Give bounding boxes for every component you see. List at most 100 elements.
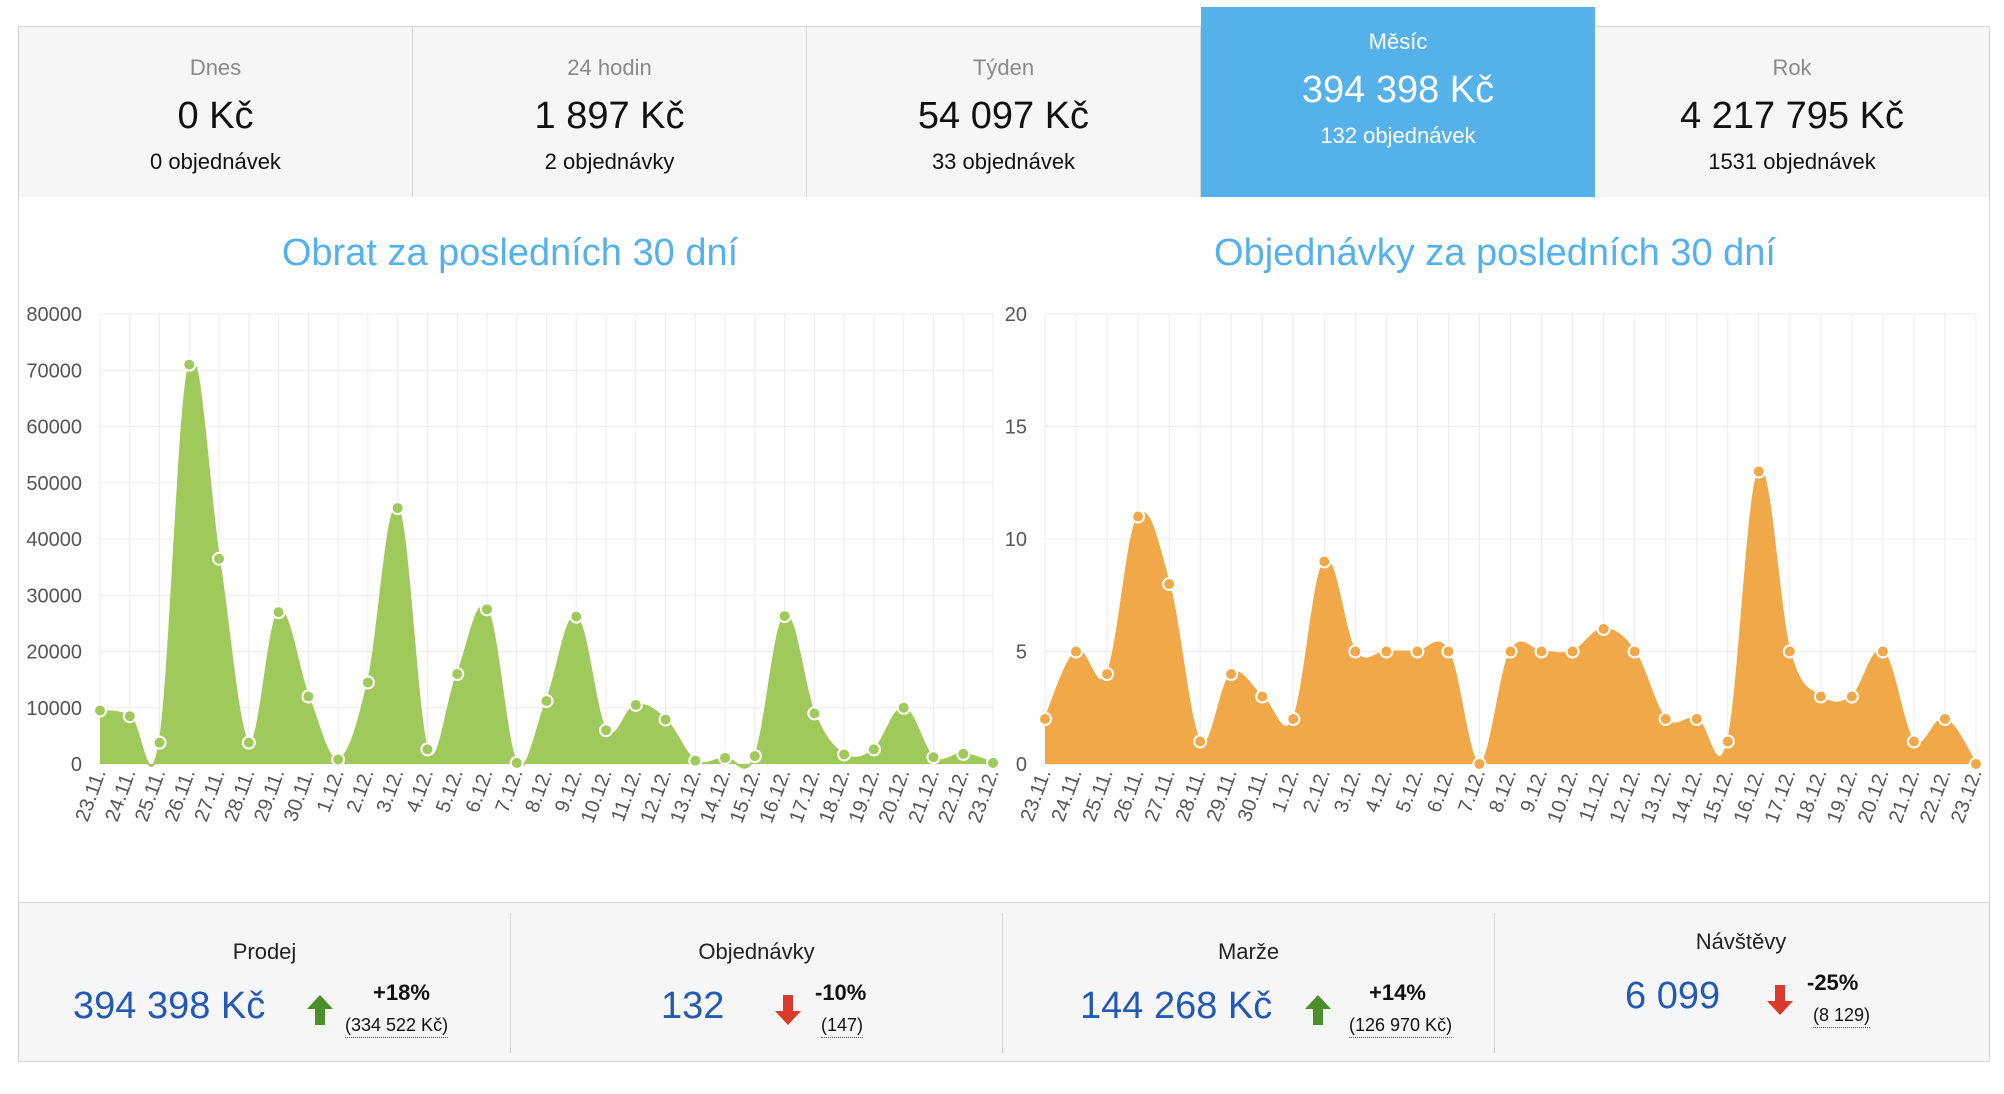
data-point[interactable] [212,551,227,566]
data-point[interactable] [1286,712,1301,726]
data-point[interactable] [122,709,137,724]
data-point[interactable] [956,746,971,761]
data-point[interactable] [241,735,256,750]
data-point[interactable] [658,712,673,727]
data-point[interactable] [1751,464,1766,479]
data-point[interactable] [1875,644,1890,659]
data-point[interactable] [1131,509,1146,524]
data-point[interactable] [718,750,733,765]
stat-value: 6 099 [1625,975,1721,1017]
stat-margin: Marže 144 268 Kč +14% (126 970 Kč) [1003,913,1495,1053]
data-point[interactable] [1627,644,1642,659]
stat-previous-value[interactable]: (8 129) [1813,1005,1871,1028]
tab-revenue: 1 897 Kč [534,95,685,137]
tab-label: 24 hodin [567,55,652,80]
data-point[interactable] [420,742,435,757]
y-tick-label: 0 [1016,754,1027,776]
y-tick-label: 5 [1016,642,1027,664]
data-point[interactable] [866,742,881,757]
data-point[interactable] [1906,734,1921,749]
data-point[interactable] [807,706,822,721]
tab-today[interactable]: Dnes 0 Kč 0 objednávek [19,27,413,197]
data-point[interactable] [1565,644,1580,659]
y-tick-label: 20000 [26,642,82,664]
arrow-up-icon [1305,995,1331,1025]
data-point[interactable] [331,752,346,767]
data-point[interactable] [152,735,167,750]
data-point[interactable] [688,753,703,768]
arrow-down-icon [1767,985,1793,1015]
data-point[interactable] [986,755,1000,770]
data-point[interactable] [1317,554,1332,569]
data-point[interactable] [1441,644,1456,659]
stat-sales: Prodej 394 398 Kč +18% (334 522 Kč) [19,913,511,1053]
data-point[interactable] [1410,644,1425,659]
data-point[interactable] [390,501,405,516]
data-point[interactable] [93,703,107,718]
data-point[interactable] [1844,689,1859,704]
tab-orders-count: 1531 objednávek [1708,149,1876,174]
stat-value: 144 268 Kč [1080,985,1273,1027]
data-point[interactable] [1596,622,1611,636]
tab-label: Měsíc [1368,29,1428,54]
data-point[interactable] [1472,757,1487,771]
y-tick-label: 80000 [26,304,82,326]
data-point[interactable] [1658,712,1673,726]
tab-orders-count: 33 objednávek [931,149,1076,174]
data-point[interactable] [479,602,494,617]
tab-revenue: 54 097 Kč [917,95,1090,137]
series-area [100,360,993,768]
data-point[interactable] [628,697,643,712]
y-tick-label: 10000 [26,698,82,720]
data-point[interactable] [1193,734,1208,749]
data-point[interactable] [1782,644,1797,659]
data-point[interactable] [1255,689,1270,704]
data-point[interactable] [1348,644,1363,659]
tab-revenue: 394 398 Kč [1301,69,1495,111]
stat-previous-value[interactable]: (334 522 Kč) [345,1015,449,1038]
data-point[interactable] [1379,644,1394,659]
tab-month[interactable]: Měsíc 394 398 Kč 132 objednávek [1201,7,1595,209]
data-point[interactable] [747,749,762,764]
data-point[interactable] [777,609,792,624]
stat-value: 132 [661,985,725,1027]
data-point[interactable] [1813,689,1828,704]
stat-previous-value[interactable]: (126 970 Kč) [1349,1015,1453,1038]
data-point[interactable] [1503,644,1518,659]
data-point[interactable] [896,700,911,715]
data-point[interactable] [1720,734,1735,749]
data-point[interactable] [450,667,465,681]
y-tick-label: 15 [1005,417,1027,439]
stat-previous-value[interactable]: (147) [821,1015,864,1038]
data-point[interactable] [1038,712,1052,726]
data-point[interactable] [271,605,286,620]
data-point[interactable] [1224,667,1239,681]
data-point[interactable] [599,723,614,738]
data-point[interactable] [301,689,316,704]
data-point[interactable] [1534,644,1549,659]
data-point[interactable] [1689,712,1704,726]
data-point[interactable] [509,755,524,770]
data-point[interactable] [569,609,584,624]
series-line [1044,469,1977,766]
stat-change-percent: -10% [815,980,867,1005]
y-tick-label: 50000 [26,473,82,495]
data-point[interactable] [1100,667,1115,681]
data-point[interactable] [1969,757,1983,771]
tab-week[interactable]: Týden 54 097 Kč 33 objednávek [807,27,1201,197]
y-tick-label: 0 [71,754,82,776]
data-point[interactable] [926,750,941,765]
data-point[interactable] [360,675,375,690]
data-point[interactable] [1069,644,1084,659]
arrow-down-icon [775,995,801,1025]
data-point[interactable] [837,747,852,762]
tab-year[interactable]: Rok 4 217 795 Kč 1531 objednávek [1595,27,1989,197]
data-point[interactable] [182,357,197,372]
data-point[interactable] [1937,712,1952,726]
data-point[interactable] [539,694,554,708]
y-tick-label: 60000 [26,417,82,439]
tab-orders-count: 2 objednávky [544,149,675,174]
data-point[interactable] [1162,577,1177,591]
tab-24-hours[interactable]: 24 hodin 1 897 Kč 2 objednávky [413,27,807,197]
tab-revenue: 0 Kč [177,95,254,137]
